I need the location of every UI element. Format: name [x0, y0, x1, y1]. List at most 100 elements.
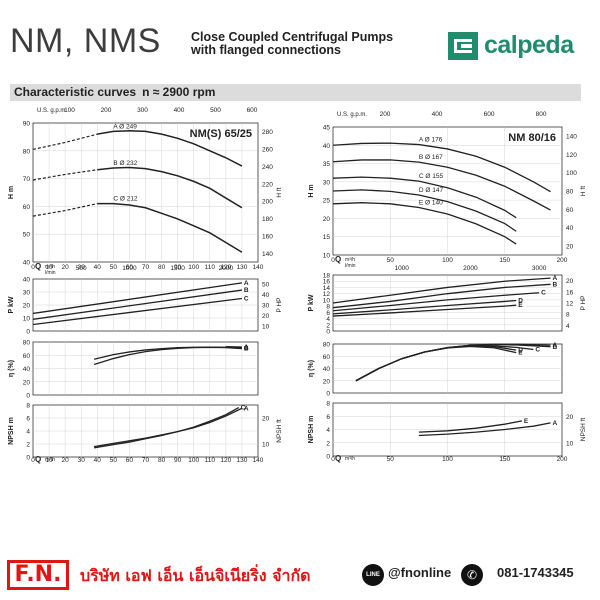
q-tick-label: 30: [78, 264, 86, 271]
y-tick-label: 0: [26, 329, 30, 336]
series-end-label-C: C: [244, 296, 249, 303]
line-icon[interactable]: LINE: [362, 564, 384, 586]
fn-logo: F.N.: [7, 560, 69, 590]
y-axis-label: η (%): [8, 360, 15, 377]
series-end-label-B: B: [244, 287, 249, 294]
series-line-B: [32, 289, 243, 320]
series-line-A: [93, 407, 243, 448]
y-tick-label: 35: [323, 161, 331, 168]
right-tick-label: 30: [262, 303, 270, 310]
series-label-B: B Ø 167: [419, 154, 443, 161]
q-axis-label: Q: [335, 255, 341, 264]
y-tick-label: 4: [326, 427, 330, 434]
phone-number[interactable]: 081-1743345: [497, 565, 574, 580]
series-end-label-A: A: [244, 405, 249, 412]
series-line-B: [97, 166, 243, 209]
q-tick-label: 40: [94, 264, 102, 271]
q-tick-label-bottom: 130: [236, 457, 247, 464]
lmin-unit-label: l/min: [45, 270, 56, 276]
section-title-bar: Characteristic curves n ≈ 2900 rpm: [10, 84, 581, 101]
y-tick-label: 0: [326, 454, 330, 461]
q-tick-label: 80: [158, 264, 166, 271]
y-tick-label: 40: [23, 366, 31, 373]
q-tick-label: 110: [205, 264, 216, 271]
series-line-E: [332, 202, 517, 245]
y-tick-label: 90: [23, 121, 31, 128]
y-tick-label: 25: [323, 198, 331, 205]
q-tick-label-bottom: 0: [31, 457, 35, 464]
right-tick-label: 20: [566, 243, 574, 250]
series-end-label-E: E: [518, 350, 523, 357]
series-line-A-dashed: [32, 133, 98, 150]
series-end-label-B: B: [553, 344, 558, 351]
us-gpm-label: U.S. g.p.m.: [37, 108, 67, 114]
right-tick-label: 280: [262, 129, 273, 136]
right-tick-label: 140: [566, 134, 577, 141]
y-axis-label: H m: [308, 184, 315, 197]
right-axis-label: NPSH ft: [580, 418, 587, 442]
right-tick-label: 10: [262, 323, 270, 330]
line-id[interactable]: @fnonline: [388, 565, 452, 580]
q-tick-label: 200: [557, 257, 568, 264]
q-tick-label: 0: [331, 257, 335, 264]
q-tick-label: 50: [387, 257, 395, 264]
calpeda-logo-icon: [448, 31, 478, 60]
y-tick-label: 18: [323, 273, 331, 280]
q-tick-label: 100: [442, 257, 453, 264]
y-tick-label: 6: [26, 416, 30, 423]
q-tick-label-bottom: 110: [205, 457, 216, 464]
series-line-B: [93, 346, 242, 366]
y-tick-label: 40: [23, 277, 31, 284]
lmin-tick-label: 500: [76, 265, 87, 272]
right-tick-label: 20: [262, 416, 270, 423]
lmin-tick-label: 2000: [463, 265, 478, 272]
q-tick-label: 0: [31, 264, 35, 271]
q-unit-label: m³/h: [345, 257, 355, 263]
series-line-C: [332, 292, 540, 312]
series-label-B: B Ø 232: [113, 160, 137, 167]
us-gpm-tick-label: 500: [210, 107, 221, 114]
right-tick-label: 80: [566, 189, 574, 196]
series-line-A: [332, 142, 551, 193]
q-tick-label-bottom: 70: [142, 457, 150, 464]
series-line-E: [418, 420, 523, 433]
section-label: Characteristic curves: [14, 85, 137, 99]
q-tick-label-bottom: 80: [158, 457, 166, 464]
series-line-A: [418, 422, 551, 437]
us-gpm-tick-label: 400: [432, 111, 443, 118]
right-tick-label: 20: [262, 313, 270, 320]
series-line-B: [332, 283, 551, 309]
right-tick-label: 120: [566, 152, 577, 159]
y-tick-label: 20: [323, 216, 331, 223]
series-line-B: [332, 159, 551, 211]
y-tick-label: 50: [23, 232, 31, 239]
right-axis-label: H ft: [580, 186, 587, 196]
phone-icon[interactable]: ✆: [461, 564, 483, 586]
q-unit-label: m³/h: [45, 264, 55, 270]
q-tick-label-bottom: 140: [253, 457, 264, 464]
q-tick-label-bottom: 200: [557, 456, 568, 463]
y-tick-label: 6: [326, 310, 330, 317]
q-axis-label-bottom: Q: [335, 454, 341, 463]
y-tick-label: 20: [323, 378, 331, 385]
q-tick-label: 150: [499, 257, 510, 264]
series-end-label-B: B: [553, 281, 558, 288]
right-tick-label: 40: [262, 292, 270, 299]
q-tick-label-bottom: 0: [331, 456, 335, 463]
q-tick-label: 20: [62, 264, 70, 271]
y-tick-label: 8: [326, 401, 330, 408]
right-tick-label: 12: [566, 301, 574, 308]
right-tick-label: 10: [262, 442, 270, 449]
us-gpm-tick-label: 200: [380, 111, 391, 118]
right-tick-label: 160: [262, 233, 273, 240]
q-tick-label: 10: [45, 264, 53, 271]
y-tick-label: 4: [326, 316, 330, 323]
right-tick-label: 20: [566, 414, 574, 421]
q-tick-label: 130: [236, 264, 247, 271]
us-gpm-tick-label: 200: [101, 107, 112, 114]
series-line-C: [32, 297, 243, 326]
series-label-A: A Ø 176: [419, 137, 443, 144]
y-tick-label: 40: [23, 260, 31, 267]
y-tick-label: 6: [326, 414, 330, 421]
series-line-D: [332, 299, 517, 315]
